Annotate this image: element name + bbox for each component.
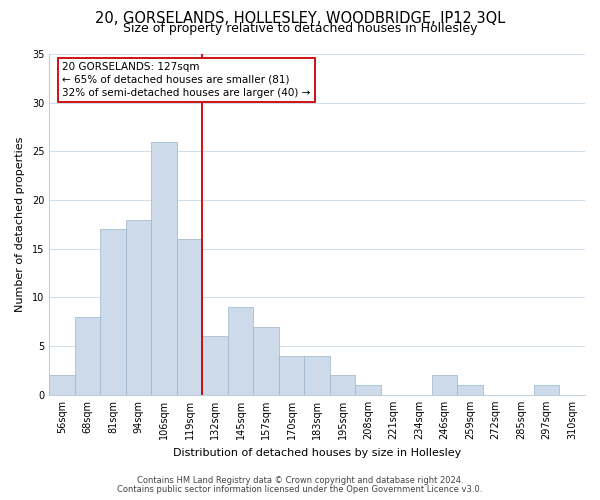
Bar [304, 356, 330, 395]
Bar [228, 307, 253, 395]
Y-axis label: Number of detached properties: Number of detached properties [15, 136, 25, 312]
Text: 20 GORSELANDS: 127sqm
← 65% of detached houses are smaller (81)
32% of semi-deta: 20 GORSELANDS: 127sqm ← 65% of detached … [62, 62, 310, 98]
Bar [126, 220, 151, 395]
X-axis label: Distribution of detached houses by size in Hollesley: Distribution of detached houses by size … [173, 448, 461, 458]
Bar [330, 376, 355, 395]
Bar [177, 239, 202, 395]
Bar [49, 376, 75, 395]
Bar [279, 356, 304, 395]
Text: Contains public sector information licensed under the Open Government Licence v3: Contains public sector information licen… [118, 485, 482, 494]
Bar [75, 317, 100, 395]
Bar [534, 385, 559, 395]
Bar [100, 230, 126, 395]
Bar [202, 336, 228, 395]
Bar [432, 376, 457, 395]
Bar [355, 385, 381, 395]
Bar [253, 326, 279, 395]
Bar [457, 385, 483, 395]
Bar [151, 142, 177, 395]
Text: 20, GORSELANDS, HOLLESLEY, WOODBRIDGE, IP12 3QL: 20, GORSELANDS, HOLLESLEY, WOODBRIDGE, I… [95, 11, 505, 26]
Text: Size of property relative to detached houses in Hollesley: Size of property relative to detached ho… [123, 22, 477, 35]
Text: Contains HM Land Registry data © Crown copyright and database right 2024.: Contains HM Land Registry data © Crown c… [137, 476, 463, 485]
